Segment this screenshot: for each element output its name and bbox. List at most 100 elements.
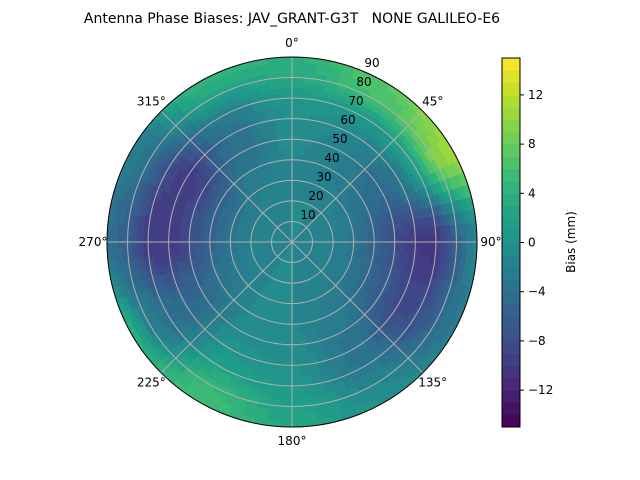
contour-cell <box>281 97 293 104</box>
contour-cell <box>219 234 226 240</box>
contour-cell <box>194 231 201 240</box>
contour-cell <box>283 359 293 366</box>
contour-cell <box>280 395 293 402</box>
contour-cell <box>291 159 299 166</box>
contour-cell <box>291 410 305 418</box>
contour-cell <box>281 169 288 177</box>
contour-cell <box>287 298 293 304</box>
contour-cell <box>291 118 301 125</box>
contour-cell <box>284 344 293 351</box>
colorbar-level <box>502 58 520 71</box>
theta-tick-label: 45° <box>422 94 443 108</box>
contour-cell <box>296 307 303 315</box>
contour-cell <box>281 380 293 387</box>
r-tick-labels: 10 20 30 40 50 60 70 80 90 <box>300 56 379 222</box>
contour-cell <box>291 61 305 69</box>
colorbar-ticks: −12 −8 −4 0 4 8 12 <box>520 88 553 397</box>
contour-cell <box>284 339 293 346</box>
contour-cell <box>209 233 216 240</box>
contour-cell <box>284 333 293 340</box>
contour-field <box>106 56 478 428</box>
theta-tick-labels: 0° 45° 90° 135° 180° 225° 270° 315° <box>79 36 502 448</box>
contour-cell <box>284 144 293 151</box>
theta-gridline <box>291 241 424 374</box>
contour-cell <box>282 113 293 120</box>
contour-cell <box>224 243 231 250</box>
contour-cell <box>158 227 165 238</box>
contour-cell <box>295 292 301 299</box>
colorbar-level <box>502 316 520 330</box>
r-tick-label: 90 <box>364 56 379 70</box>
contour-cell <box>291 421 306 428</box>
contour-cell <box>291 174 297 181</box>
contour-cell <box>280 390 293 397</box>
contour-cell <box>282 108 293 115</box>
colorbar-level <box>502 402 520 416</box>
contour-cell <box>283 118 293 125</box>
colorbar-level <box>502 242 520 256</box>
contour-cell <box>353 234 360 241</box>
colorbar-level <box>502 340 520 354</box>
contour-cell <box>282 369 293 376</box>
colorbar-label: Bias (mm) <box>564 211 578 273</box>
contour-cell <box>283 185 289 192</box>
contour-cell <box>285 154 293 161</box>
colorbar-tick-label: −12 <box>528 383 553 397</box>
contour-cell <box>378 244 385 252</box>
contour-cell <box>280 87 293 94</box>
contour-cell <box>219 244 226 250</box>
r-tick-label: 30 <box>316 170 331 184</box>
r-tick-label: 80 <box>356 75 371 89</box>
contour-cell <box>332 236 339 241</box>
colorbar-level <box>502 131 520 145</box>
theta-tick-label: 90° <box>480 235 501 249</box>
contour-cell <box>347 235 354 241</box>
colorbar-level <box>502 279 520 293</box>
contour-cell <box>363 244 370 251</box>
contour-cell <box>291 359 301 366</box>
contour-cell <box>291 113 302 120</box>
polar-frame <box>106 56 478 428</box>
contour-cell <box>282 374 293 382</box>
contour-cell <box>399 245 406 255</box>
contour-cell <box>235 243 242 249</box>
contour-cell <box>285 328 293 335</box>
contour-cell <box>280 82 293 89</box>
contour-cell <box>291 415 305 423</box>
contour-cell <box>378 232 385 240</box>
contour-cell <box>291 87 304 94</box>
contour-cell <box>291 56 306 63</box>
r-tick-label: 70 <box>348 94 363 108</box>
theta-tick-label: 180° <box>278 434 307 448</box>
colorbar-tick-label: 0 <box>528 236 536 250</box>
contour-cell <box>199 244 206 252</box>
contour-cell <box>245 243 252 248</box>
theta-gridline <box>160 241 293 374</box>
contour-cell <box>250 242 257 247</box>
colorbar <box>501 57 521 428</box>
contour-cell <box>291 144 300 151</box>
contour-cell <box>368 244 375 251</box>
contour-cell <box>419 227 426 238</box>
colorbar-level <box>502 181 520 194</box>
colorbar-tick-label: −4 <box>528 285 546 299</box>
r-tick-label: 50 <box>332 132 347 146</box>
colorbar-level <box>502 144 520 157</box>
colorbar-level <box>502 291 520 305</box>
contour-cell <box>283 123 293 130</box>
contour-cell <box>282 364 293 371</box>
contour-cell <box>283 128 293 135</box>
contour-cell <box>279 66 293 74</box>
r-tick-label: 60 <box>340 113 355 127</box>
contour-cell <box>291 390 304 397</box>
colorbar-tick-label: −8 <box>528 334 546 348</box>
contour-cell <box>288 190 293 197</box>
contour-cell <box>358 234 365 240</box>
colorbar-level <box>502 70 520 84</box>
contour-cell <box>280 77 293 84</box>
polar-grid <box>106 56 478 428</box>
contour-cell <box>194 244 201 253</box>
contour-cell <box>363 233 370 240</box>
chart-title: Antenna Phase Biases: JAV_GRANT-G3T NONE… <box>84 11 500 27</box>
